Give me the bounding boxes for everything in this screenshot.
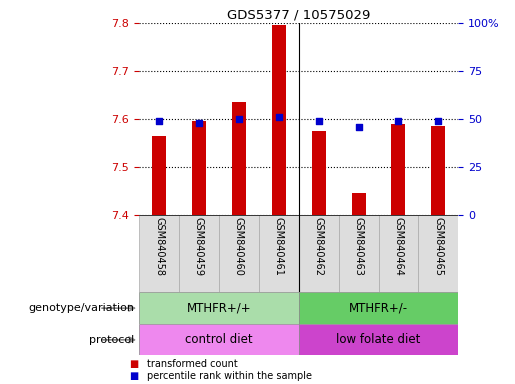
Bar bbox=[259, 215, 299, 292]
Text: ■: ■ bbox=[129, 359, 138, 369]
Bar bbox=[192, 121, 206, 215]
Text: ■: ■ bbox=[129, 371, 138, 381]
Point bbox=[354, 124, 363, 130]
Text: genotype/variation: genotype/variation bbox=[28, 303, 134, 313]
Bar bbox=[139, 324, 299, 355]
Bar bbox=[391, 124, 405, 215]
Text: GSM840459: GSM840459 bbox=[194, 217, 204, 276]
Text: GSM840458: GSM840458 bbox=[154, 217, 164, 276]
Point bbox=[274, 114, 283, 120]
Point bbox=[315, 118, 323, 124]
Bar bbox=[299, 215, 339, 292]
Text: control diet: control diet bbox=[185, 333, 253, 346]
Bar bbox=[432, 126, 445, 215]
Text: GSM840465: GSM840465 bbox=[434, 217, 443, 276]
Text: MTHFR+/+: MTHFR+/+ bbox=[186, 302, 251, 314]
Bar bbox=[312, 131, 325, 215]
Point bbox=[195, 120, 203, 126]
Text: percentile rank within the sample: percentile rank within the sample bbox=[147, 371, 312, 381]
Bar bbox=[232, 102, 246, 215]
Text: GSM840461: GSM840461 bbox=[274, 217, 284, 276]
Text: protocol: protocol bbox=[89, 335, 134, 345]
Point bbox=[235, 116, 243, 122]
Bar bbox=[379, 215, 419, 292]
Text: GSM840463: GSM840463 bbox=[354, 217, 364, 276]
Text: GSM840460: GSM840460 bbox=[234, 217, 244, 276]
Text: MTHFR+/-: MTHFR+/- bbox=[349, 302, 408, 314]
Text: GSM840464: GSM840464 bbox=[393, 217, 403, 276]
Bar bbox=[179, 215, 219, 292]
Text: transformed count: transformed count bbox=[147, 359, 237, 369]
Title: GDS5377 / 10575029: GDS5377 / 10575029 bbox=[227, 9, 370, 22]
Bar bbox=[419, 215, 458, 292]
Text: GSM840462: GSM840462 bbox=[314, 217, 323, 276]
Bar bbox=[299, 324, 458, 355]
Bar bbox=[352, 194, 366, 215]
Bar bbox=[139, 215, 179, 292]
Text: low folate diet: low folate diet bbox=[336, 333, 421, 346]
Bar bbox=[139, 292, 299, 324]
Point bbox=[394, 118, 403, 124]
Bar bbox=[272, 25, 286, 215]
Bar bbox=[152, 136, 166, 215]
Bar bbox=[339, 215, 379, 292]
Point bbox=[434, 118, 442, 124]
Point bbox=[155, 118, 163, 124]
Bar bbox=[219, 215, 259, 292]
Bar bbox=[299, 292, 458, 324]
